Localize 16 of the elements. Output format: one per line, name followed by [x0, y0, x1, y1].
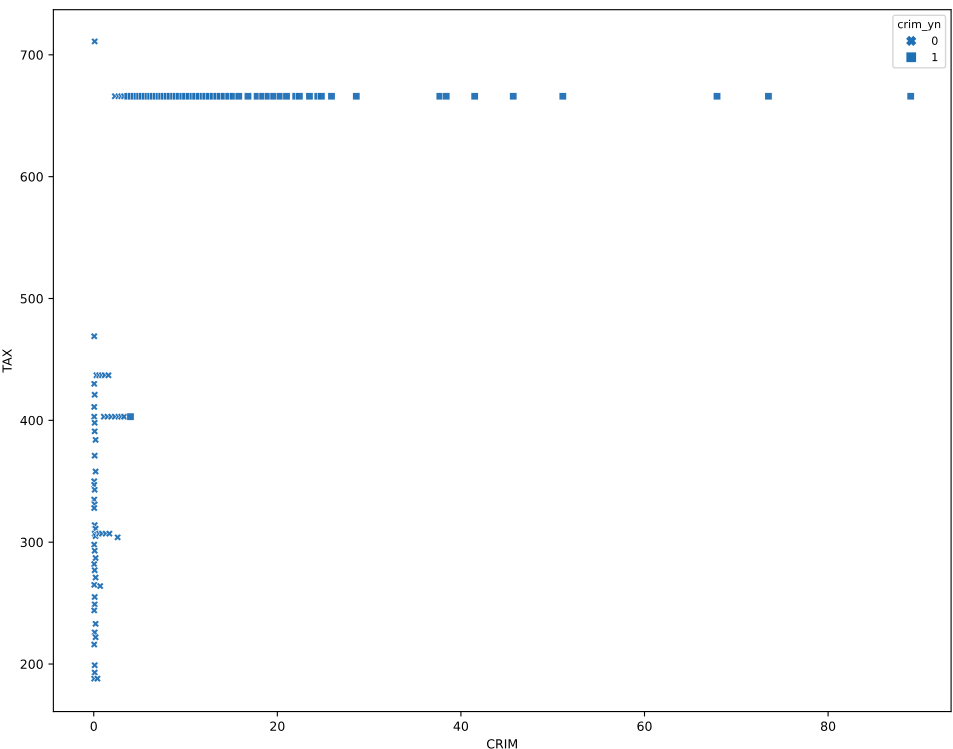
- x-tick-label: 20: [270, 721, 284, 731]
- y-tick-label: 400: [20, 416, 43, 426]
- y-tick-label: 200: [20, 660, 43, 669]
- legend-label: 1: [932, 53, 938, 62]
- y-tick-label: 600: [20, 172, 43, 182]
- legend-label: 0: [932, 36, 938, 45]
- x-tick-label: 80: [820, 721, 836, 731]
- y-tick-label: 700: [20, 50, 43, 60]
- y-axis-title: TAX: [2, 349, 12, 373]
- y-tick-label: 300: [20, 538, 43, 548]
- legend-title: crim_yn: [898, 20, 940, 31]
- x-axis-title: CRIM: [486, 739, 517, 749]
- x-tick-label: 0: [90, 721, 97, 731]
- x-tick-label: 60: [637, 721, 652, 731]
- y-tick-label: 500: [20, 294, 43, 304]
- x-tick-label: 40: [454, 721, 468, 731]
